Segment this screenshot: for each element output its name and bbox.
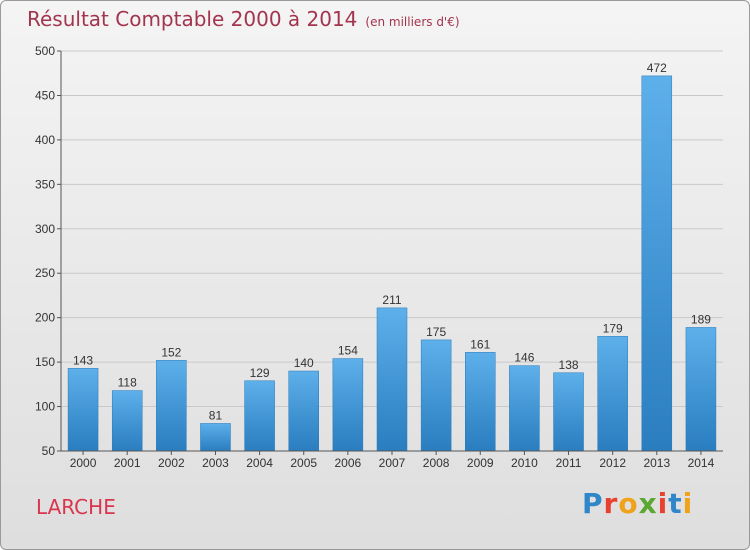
bar-2001 [111,390,143,452]
bar-2014 [685,327,717,452]
x-tick-label: 2001 [114,456,141,470]
bar-2005 [288,370,319,452]
x-tick-label: 2011 [556,456,582,470]
data-label: 189 [691,312,711,326]
data-label: 81 [209,408,223,422]
x-tick-label: 2000 [70,456,97,470]
x-tick-label: 2009 [467,456,494,470]
x-tick-label: 2014 [688,456,715,470]
data-label: 140 [294,356,314,370]
x-tick-label: 2010 [511,456,538,470]
y-tick-label: 350 [35,177,55,191]
x-tick-label: 2012 [599,456,626,470]
data-label: 152 [161,345,181,359]
y-tick-label: 50 [42,444,56,458]
y-tick-label: 450 [35,88,55,102]
y-tick-label: 250 [35,266,55,280]
chart-title: Résultat Comptable 2000 à 2014 (en millie… [27,7,460,31]
bar-2010 [509,365,540,452]
data-label: 211 [382,293,401,307]
data-label: 472 [647,61,667,75]
y-tick-label: 500 [35,44,55,58]
x-tick-label: 2006 [335,456,362,470]
bar-2000 [67,368,99,452]
x-tick-label: 2007 [379,456,406,470]
bar-2013 [641,75,673,452]
data-label: 154 [338,344,358,358]
data-label: 143 [73,353,93,367]
bar-2004 [244,380,275,452]
x-axis-ticks: 2000 2001 2002 2003 2004 2005 2006 2007 2008 2009… [70,451,715,470]
bar-2012 [597,336,628,452]
bar-2009 [465,352,496,452]
bar-2003 [200,423,231,452]
chart-title-text: Résultat Comptable 2000 à 2014 [27,7,358,31]
data-label: 161 [470,337,490,351]
bar-2007 [376,307,408,452]
x-tick-label: 2008 [423,456,450,470]
x-tick-label: 2004 [246,456,273,470]
y-axis-ticks: 50 100 150 200 250 300 350 400 450 500 [35,44,61,458]
data-label: 129 [250,366,270,380]
chart-subtitle: (en milliers d'€) [365,15,460,29]
bars [67,75,717,452]
y-tick-label: 300 [35,222,55,236]
bar-2002 [156,360,187,452]
x-tick-label: 2005 [290,456,317,470]
x-tick-label: 2002 [158,456,185,470]
data-label: 146 [514,351,534,365]
y-tick-label: 100 [35,400,55,414]
data-label: 118 [118,376,137,390]
data-labels: 143 118 152 81 129 140 154 211 175 161 146 138 179 47… [73,61,711,423]
commune-name: LARCHE [36,495,116,519]
proxiti-logo: Proxiti [582,487,694,520]
y-tick-label: 150 [35,355,55,369]
y-tick-label: 400 [35,133,55,147]
bar-2011 [553,372,584,452]
data-label: 175 [426,325,446,339]
x-tick-label: 2013 [643,456,670,470]
bar-2006 [332,358,364,452]
x-tick-label: 2003 [202,456,229,470]
y-tick-label: 200 [35,311,55,325]
bar-2008 [420,339,452,452]
data-label: 179 [603,321,623,335]
data-label: 138 [559,358,579,372]
